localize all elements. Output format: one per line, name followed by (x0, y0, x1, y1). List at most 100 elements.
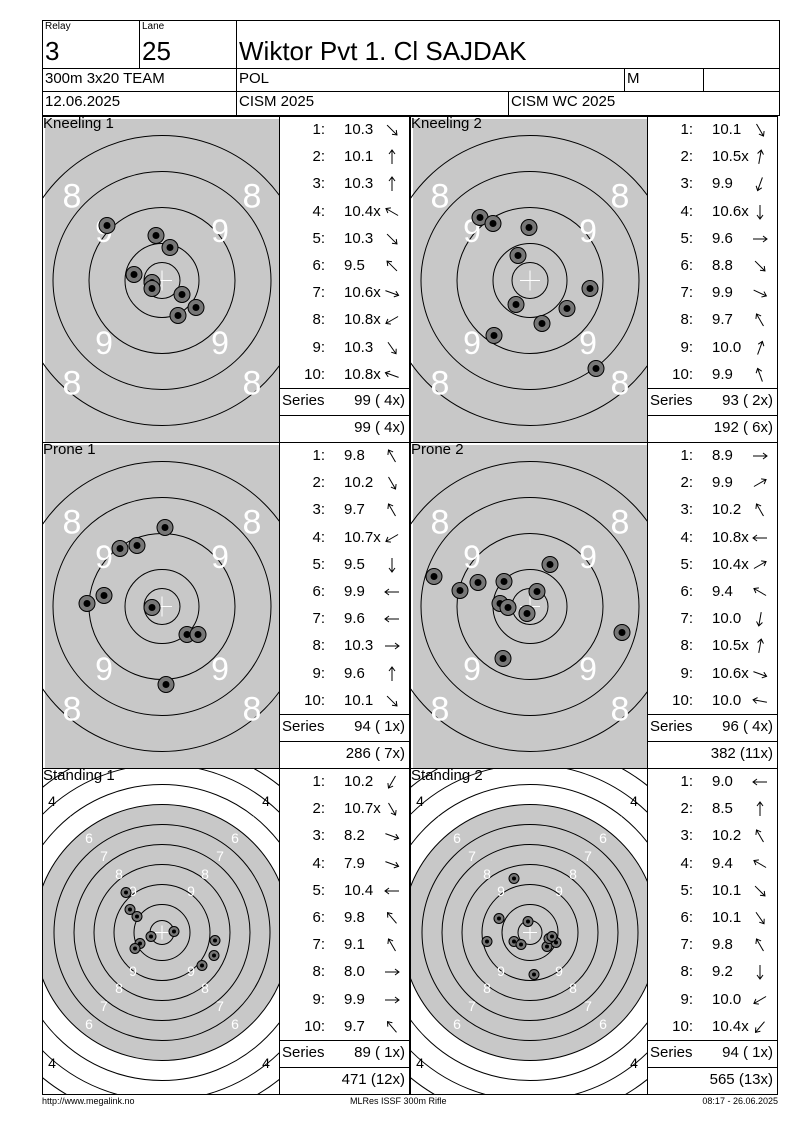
shot-score: 9.7 (712, 311, 733, 329)
shot-number: 7: (312, 610, 325, 628)
ring-number: 9 (211, 213, 229, 249)
relay-label: Relay (45, 21, 71, 32)
direction-arrow-icon (756, 123, 765, 137)
shot-score: 9.8 (344, 909, 365, 926)
shot-score: 9.1 (344, 936, 365, 954)
ring-number: 6 (453, 1016, 461, 1032)
shot-hole (145, 931, 157, 942)
direction-arrow-icon (753, 289, 768, 298)
direction-arrow-icon (752, 696, 767, 704)
shot-hole (451, 582, 469, 599)
ring-number: 5 (247, 1033, 255, 1049)
shot-hole (495, 573, 513, 590)
series-label: Series (282, 718, 325, 735)
direction-arrow-icon (387, 449, 396, 463)
shot-hole (196, 960, 208, 971)
shot-row: 7: 10.6x (280, 282, 409, 309)
ring-number: 8 (483, 980, 491, 996)
direction-arrow-icon (386, 695, 398, 707)
shot-row: 10: 9.7 (280, 1016, 409, 1043)
series-label: Series (650, 392, 693, 409)
series-label: Series (650, 718, 693, 735)
direction-arrow-icon (384, 887, 399, 895)
shot-score: 8.9 (712, 447, 733, 464)
ring-number: 5 (437, 813, 445, 829)
date: 12.06.2025 (45, 93, 121, 110)
direction-arrow-icon (386, 260, 398, 272)
direction-arrow-icon (384, 588, 399, 596)
shot-row: 7: 9.8 (648, 934, 777, 961)
shot-score: 10.3 (344, 637, 374, 655)
ring-number: 9 (187, 963, 195, 979)
competition: CISM 2025 (239, 93, 315, 110)
shot-row: 9: 10.3 (280, 337, 409, 364)
direction-arrow-icon (386, 911, 397, 924)
shot-score: 10.4x (344, 202, 381, 220)
ring-number: 8 (63, 177, 82, 215)
direction-arrow-icon (755, 367, 763, 382)
shot-score: 9.7 (344, 1017, 365, 1035)
shot-row: 10: 10.8x (280, 364, 409, 391)
target-4: 8 8 9 9 9 9 8 8 Prone 2 (410, 442, 648, 769)
shot-score: 10.2 (712, 827, 742, 845)
shot-score: 9.6 (344, 664, 365, 682)
shot-row: 6: 9.4 (648, 581, 777, 608)
ring-number: 8 (611, 177, 630, 215)
shot-number: 9: (312, 664, 325, 682)
ring-number: 8 (63, 690, 82, 728)
direction-arrow-icon (753, 235, 768, 243)
shot-row: 4: 10.6x (648, 201, 777, 228)
target-face: 4 44 45 56 67 78 89 99 98 87 76 65 5 (411, 769, 647, 1094)
shot-hole (528, 583, 546, 600)
ring-number: 8 (483, 866, 491, 882)
shot-number: 6: (680, 909, 693, 926)
shot-number: 9: (680, 338, 693, 356)
running-total: 192 ( 6x) (713, 419, 773, 436)
shot-row: 9: 10.0 (648, 337, 777, 364)
shot-hole (129, 943, 141, 954)
shot-score: 9.6 (712, 229, 733, 247)
match-cell: CISM WC 2025 (508, 91, 780, 116)
shot-number: 5: (680, 881, 693, 899)
shot-number: 10: (304, 1017, 325, 1035)
ring-number: 4 (48, 793, 56, 809)
footer-software: MLRes ISSF 300m Rifle (350, 1096, 447, 1106)
shot-hole (485, 327, 503, 344)
shot-row: 9: 10.0 (648, 989, 777, 1016)
direction-arrow-icon (386, 124, 398, 136)
total-row: 565 (13x) (648, 1067, 777, 1095)
ring-number: 5 (615, 1033, 623, 1049)
shot-score: 9.8 (344, 447, 365, 464)
shot-score: 10.0 (712, 990, 742, 1008)
shot-number: 9: (680, 664, 693, 682)
shot-number: 6: (680, 257, 693, 274)
shot-hole (111, 540, 129, 557)
shot-hole (143, 280, 161, 297)
shot-row: 8: 10.3 (280, 635, 409, 662)
shot-number: 8: (680, 963, 693, 981)
shot-row: 7: 9.6 (280, 608, 409, 635)
direction-arrow-icon (753, 452, 768, 460)
shot-hole (78, 595, 96, 612)
shot-row: 6: 10.1 (648, 907, 777, 934)
ring-number: 9 (497, 963, 505, 979)
shot-score: 9.5 (344, 257, 365, 274)
ring-number: 7 (584, 998, 592, 1014)
ring-number: 6 (453, 830, 461, 846)
shot-hole (95, 587, 113, 604)
blank-cell (703, 68, 780, 92)
footer-url[interactable]: http://www.megalink.no (42, 1096, 135, 1106)
direction-arrow-icon (756, 965, 764, 981)
shot-score: 10.1 (712, 121, 742, 138)
target-title: Kneeling 1 (43, 116, 114, 132)
series-score: 93 ( 2x) (722, 392, 773, 409)
shot-score: 10.7x (344, 800, 381, 818)
shot-row: 3: 9.7 (280, 499, 409, 526)
direction-arrow-icon (388, 149, 396, 165)
shot-number: 8: (312, 963, 325, 981)
direction-arrow-icon (386, 233, 398, 245)
shot-hole (587, 360, 605, 377)
shot-row: 4: 10.8x (648, 527, 777, 554)
direction-arrow-icon (388, 802, 397, 816)
shot-row: 6: 8.8 (648, 255, 777, 282)
